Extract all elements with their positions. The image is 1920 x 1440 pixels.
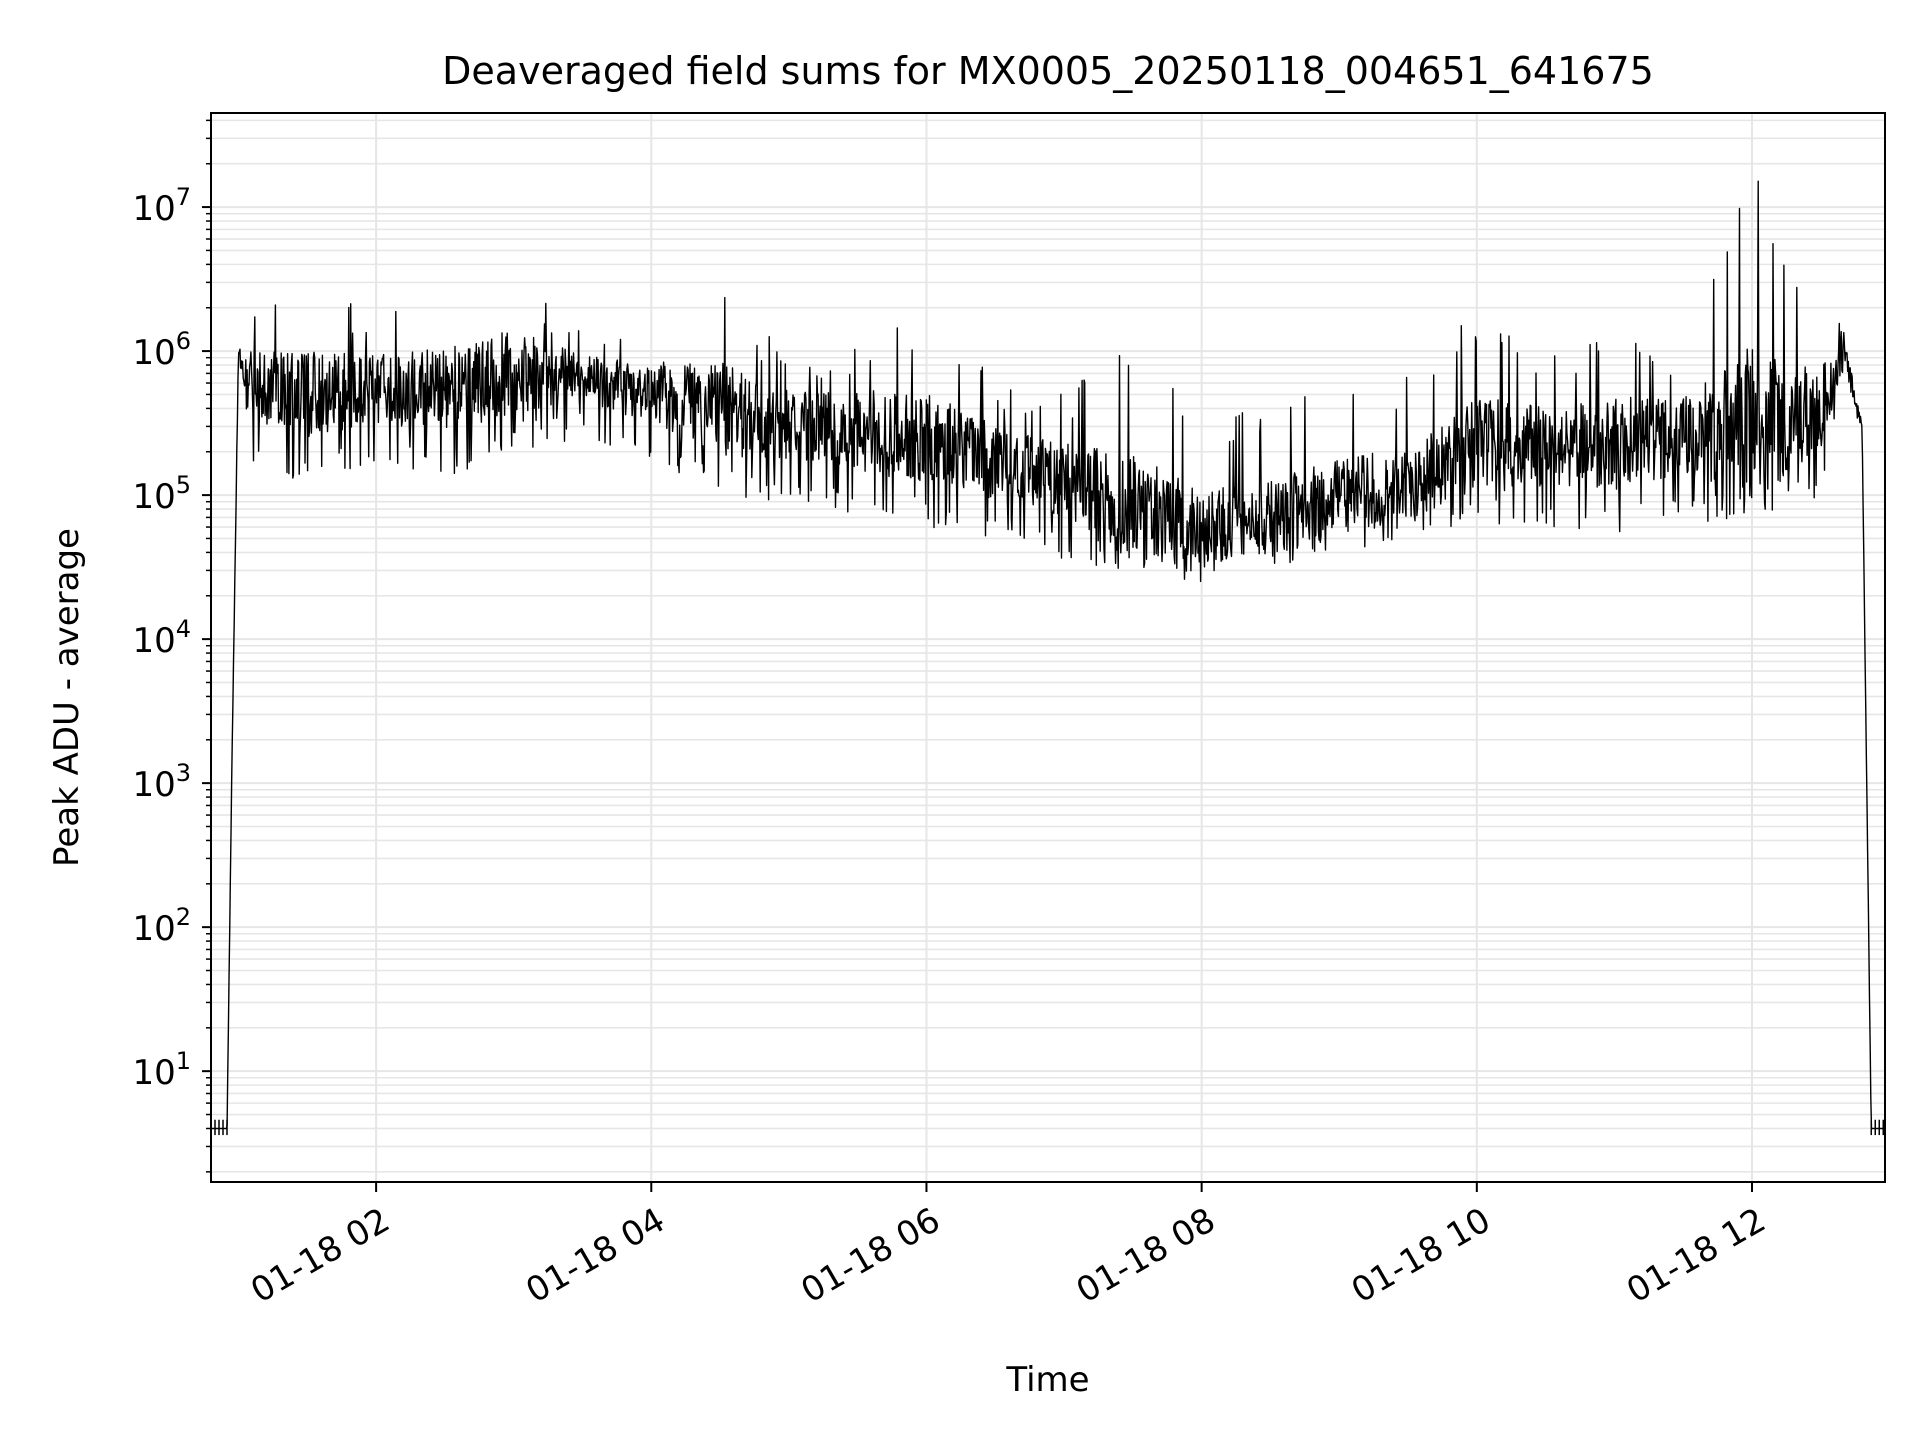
y-tick-label: 106 xyxy=(132,327,191,373)
y-tick-label: 101 xyxy=(132,1047,191,1093)
y-tick-label: 102 xyxy=(132,903,191,949)
axes-frame xyxy=(210,112,1886,1183)
data-series-line xyxy=(210,180,1886,1130)
y-tick-label: 107 xyxy=(132,183,191,229)
y-tick-label: 103 xyxy=(132,759,191,805)
y-tick-label: 105 xyxy=(132,471,191,517)
y-tick-label: 104 xyxy=(132,615,191,661)
x-axis-label: Time xyxy=(1005,1360,1089,1400)
data-series xyxy=(210,180,1886,1136)
chart-title: Deaveraged field sums for MX0005_2025011… xyxy=(442,49,1654,93)
y-axis-label: Peak ADU - average xyxy=(47,528,87,867)
y-axis: 101 102 103 104 105 106 107 xyxy=(132,119,211,1173)
grid-lines xyxy=(211,113,1885,1182)
